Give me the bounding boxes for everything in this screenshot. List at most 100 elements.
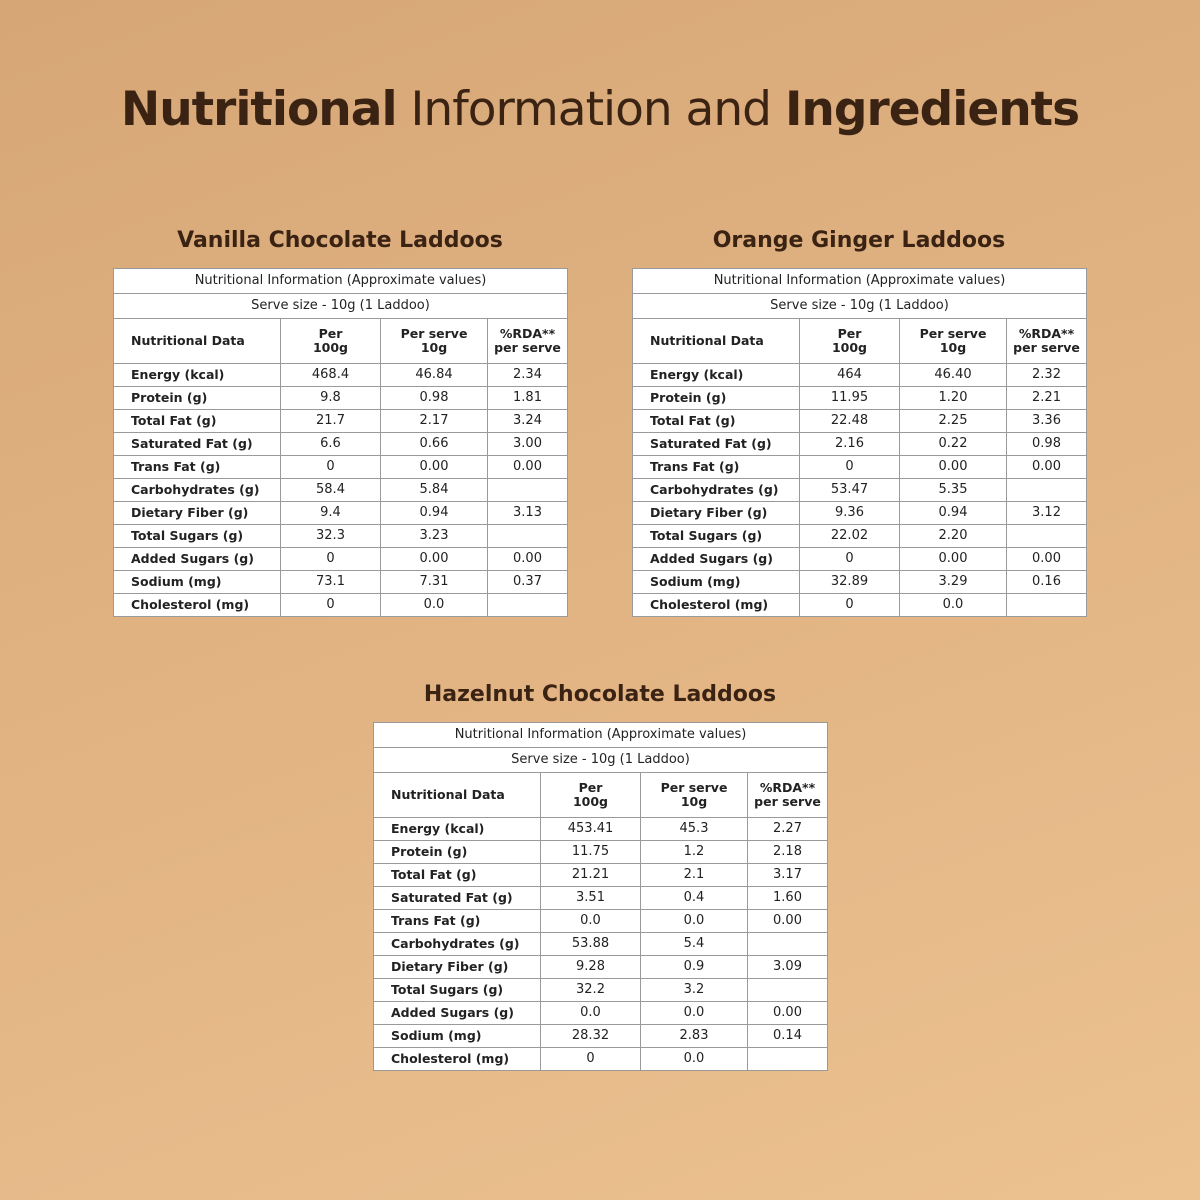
value-cell: 0.0 xyxy=(899,593,1007,617)
value-cell: 0.00 xyxy=(487,455,568,479)
value-cell: 1.2 xyxy=(640,840,748,864)
value-cell: 3.23 xyxy=(380,524,488,548)
row-label: Sodium (mg) xyxy=(373,1024,541,1048)
value-cell: 0.14 xyxy=(747,1024,828,1048)
caption-row: Serve size - 10g (1 Laddoo) xyxy=(113,293,568,319)
value-cell: 11.95 xyxy=(799,386,900,410)
data-row: Dietary Fiber (g) 9.36 0.94 3.12 xyxy=(632,501,1087,525)
value-cell: 0 xyxy=(280,455,381,479)
value-cell: 32.2 xyxy=(540,978,641,1002)
value-cell: 5.35 xyxy=(899,478,1007,502)
row-label: Protein (g) xyxy=(373,840,541,864)
data-row: Protein (g) 9.8 0.98 1.81 xyxy=(113,386,568,410)
caption-cell: Serve size - 10g (1 Laddoo) xyxy=(632,293,1087,319)
data-row: Carbohydrates (g) 53.47 5.35 xyxy=(632,478,1087,502)
value-cell: 9.28 xyxy=(540,955,641,979)
value-cell: 9.4 xyxy=(280,501,381,525)
value-cell xyxy=(1006,593,1087,617)
value-cell: 0.98 xyxy=(380,386,488,410)
block-title: Hazelnut Chocolate Laddoos xyxy=(423,682,777,707)
value-cell: 0.94 xyxy=(899,501,1007,525)
value-cell: 0.00 xyxy=(380,547,488,571)
nutrition-block: Orange Ginger Laddoos Nutritional Informa… xyxy=(632,214,1087,617)
value-cell: 0.00 xyxy=(380,455,488,479)
data-row: Energy (kcal) 468.4 46.84 2.34 xyxy=(113,363,568,387)
value-cell: 0.37 xyxy=(487,570,568,594)
header-cell: Per serve 10g xyxy=(380,318,488,364)
header-cell: Nutritional Data xyxy=(113,318,281,364)
value-cell: 0 xyxy=(799,455,900,479)
value-cell: 7.31 xyxy=(380,570,488,594)
block-title: Vanilla Chocolate Laddoos xyxy=(177,228,503,253)
value-cell: 0.66 xyxy=(380,432,488,456)
value-cell: 453.41 xyxy=(540,817,641,841)
caption-cell: Nutritional Information (Approximate val… xyxy=(632,268,1087,294)
value-cell: 2.1 xyxy=(640,863,748,887)
header-cell: Per 100g xyxy=(799,318,900,364)
data-row: Total Fat (g) 21.7 2.17 3.24 xyxy=(113,409,568,433)
value-cell: 0.22 xyxy=(899,432,1007,456)
value-cell: 2.20 xyxy=(899,524,1007,548)
header-row: Nutritional Data Per 100g Per serve 10g %RD… xyxy=(113,318,568,364)
value-cell: 1.20 xyxy=(899,386,1007,410)
data-row: Trans Fat (g) 0.0 0.0 0.00 xyxy=(373,909,828,933)
title-bold: Nutritional xyxy=(120,82,398,137)
block-title: Orange Ginger Laddoos xyxy=(712,228,1006,253)
value-cell: 32.3 xyxy=(280,524,381,548)
data-row: Dietary Fiber (g) 9.4 0.94 3.13 xyxy=(113,501,568,525)
value-cell: 3.36 xyxy=(1006,409,1087,433)
value-cell: 53.88 xyxy=(540,932,641,956)
value-cell: 0.00 xyxy=(1006,455,1087,479)
data-row: Sodium (mg) 32.89 3.29 0.16 xyxy=(632,570,1087,594)
data-row: Protein (g) 11.75 1.2 2.18 xyxy=(373,840,828,864)
value-cell: 2.16 xyxy=(799,432,900,456)
data-row: Added Sugars (g) 0 0.00 0.00 xyxy=(113,547,568,571)
value-cell xyxy=(487,478,568,502)
data-row: Added Sugars (g) 0 0.00 0.00 xyxy=(632,547,1087,571)
row-label: Dietary Fiber (g) xyxy=(632,501,800,525)
row-label: Sodium (mg) xyxy=(113,570,281,594)
row-label: Total Sugars (g) xyxy=(113,524,281,548)
value-cell: 0 xyxy=(280,547,381,571)
value-cell: 3.13 xyxy=(487,501,568,525)
value-cell: 0 xyxy=(799,547,900,571)
row-label: Total Fat (g) xyxy=(632,409,800,433)
row-label: Energy (kcal) xyxy=(113,363,281,387)
value-cell: 2.83 xyxy=(640,1024,748,1048)
row-label: Added Sugars (g) xyxy=(632,547,800,571)
caption-row: Nutritional Information (Approximate val… xyxy=(632,268,1087,294)
value-cell: 3.24 xyxy=(487,409,568,433)
value-cell: 5.84 xyxy=(380,478,488,502)
value-cell: 3.2 xyxy=(640,978,748,1002)
value-cell: 2.27 xyxy=(747,817,828,841)
value-cell: 0.00 xyxy=(899,455,1007,479)
value-cell: 5.4 xyxy=(640,932,748,956)
value-cell: 2.17 xyxy=(380,409,488,433)
row-label: Saturated Fat (g) xyxy=(113,432,281,456)
value-cell: 0.0 xyxy=(380,593,488,617)
value-cell: 6.6 xyxy=(280,432,381,456)
header-cell: %RDA** per serve xyxy=(1006,318,1087,364)
value-cell: 3.51 xyxy=(540,886,641,910)
data-row: Cholesterol (mg) 0 0.0 xyxy=(113,593,568,617)
value-cell: 32.89 xyxy=(799,570,900,594)
row-label: Protein (g) xyxy=(113,386,281,410)
value-cell: 2.32 xyxy=(1006,363,1087,387)
row-label: Trans Fat (g) xyxy=(113,455,281,479)
header-cell: Per serve 10g xyxy=(899,318,1007,364)
value-cell: 45.3 xyxy=(640,817,748,841)
nutrition-block: Hazelnut Chocolate Laddoos Nutritional In… xyxy=(373,668,828,1071)
value-cell: 2.34 xyxy=(487,363,568,387)
data-row: Trans Fat (g) 0 0.00 0.00 xyxy=(632,455,1087,479)
value-cell xyxy=(747,932,828,956)
value-cell: 9.36 xyxy=(799,501,900,525)
value-cell: 3.00 xyxy=(487,432,568,456)
row-label: Added Sugars (g) xyxy=(373,1001,541,1025)
data-row: Energy (kcal) 453.41 45.3 2.27 xyxy=(373,817,828,841)
row-label: Cholesterol (mg) xyxy=(373,1047,541,1071)
row-label: Cholesterol (mg) xyxy=(632,593,800,617)
data-row: Carbohydrates (g) 58.4 5.84 xyxy=(113,478,568,502)
value-cell: 11.75 xyxy=(540,840,641,864)
row-label: Dietary Fiber (g) xyxy=(113,501,281,525)
